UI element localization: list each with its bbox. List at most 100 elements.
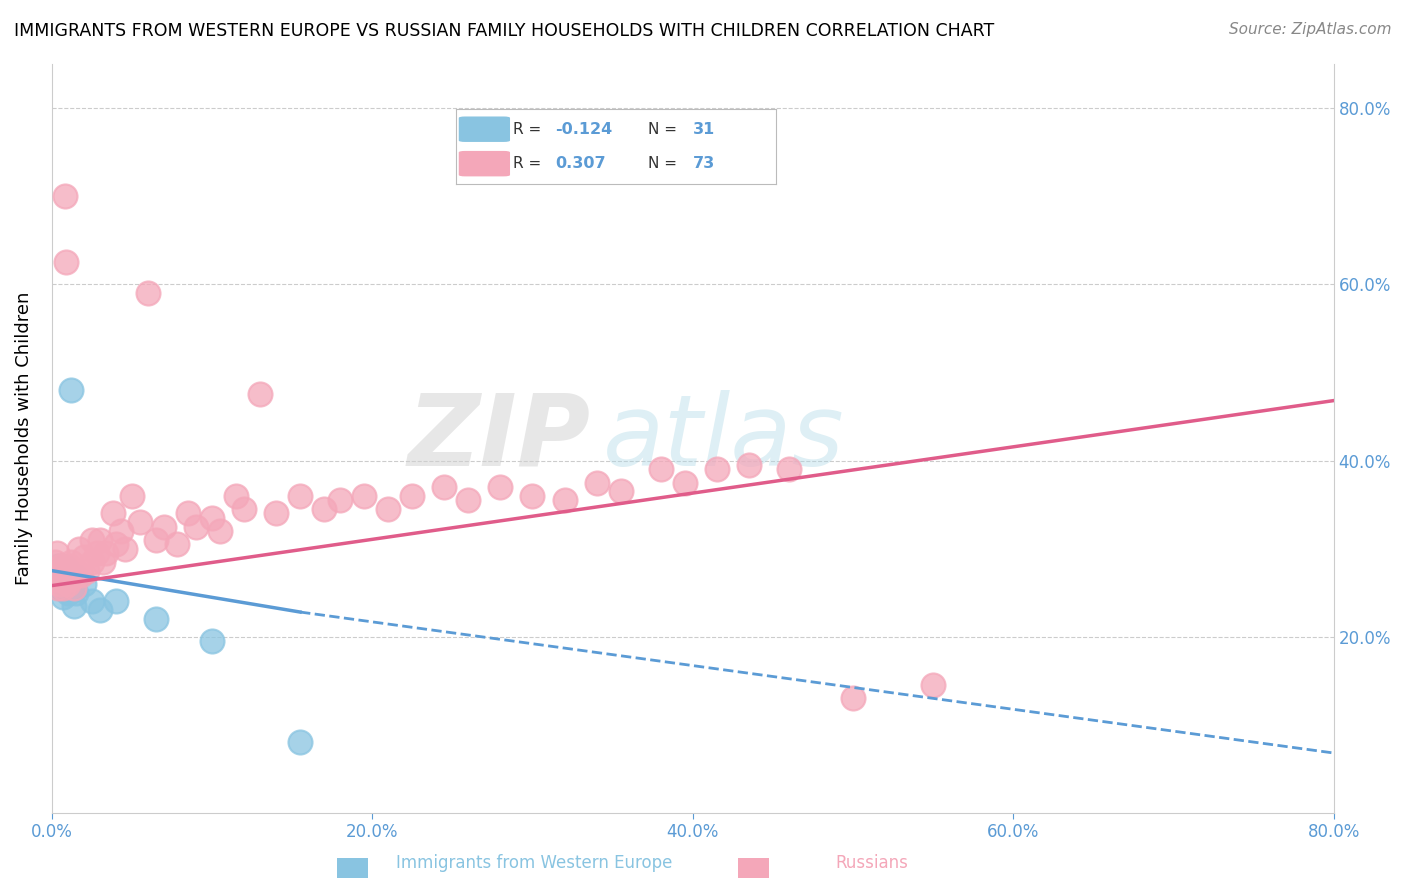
Point	[401, 489, 423, 503]
Point	[585, 475, 607, 490]
Point	[58, 573, 80, 587]
Point	[145, 612, 167, 626]
Point	[89, 533, 111, 547]
Point	[136, 286, 159, 301]
Text: atlas: atlas	[603, 390, 845, 487]
Text: ZIP: ZIP	[408, 390, 591, 487]
Point	[52, 568, 75, 582]
Point	[377, 502, 399, 516]
Point	[706, 462, 728, 476]
Point	[249, 387, 271, 401]
Point	[522, 489, 544, 503]
Point	[104, 537, 127, 551]
Point	[201, 634, 224, 648]
Point	[62, 577, 84, 591]
Point	[51, 559, 73, 574]
Point	[62, 568, 84, 582]
Point	[128, 515, 150, 529]
Point	[225, 489, 247, 503]
Point	[67, 541, 90, 556]
Point	[55, 561, 77, 575]
Point	[56, 564, 79, 578]
Point	[69, 568, 91, 582]
Point	[45, 573, 67, 587]
Point	[52, 581, 75, 595]
Text: IMMIGRANTS FROM WESTERN EUROPE VS RUSSIAN FAMILY HOUSEHOLDS WITH CHILDREN CORREL: IMMIGRANTS FROM WESTERN EUROPE VS RUSSIA…	[14, 22, 994, 40]
Point	[59, 383, 82, 397]
Point	[609, 484, 631, 499]
Text: Russians: Russians	[835, 855, 908, 872]
Point	[55, 568, 77, 582]
Point	[56, 568, 79, 582]
Point	[353, 489, 375, 503]
Point	[73, 577, 96, 591]
Point	[44, 555, 66, 569]
Point	[76, 564, 98, 578]
Point	[63, 581, 86, 595]
Point	[65, 570, 87, 584]
Point	[489, 480, 512, 494]
Point	[457, 493, 479, 508]
Point	[91, 555, 114, 569]
Point	[53, 189, 76, 203]
Text: Immigrants from Western Europe: Immigrants from Western Europe	[396, 855, 672, 872]
Point	[52, 566, 75, 581]
Point	[58, 559, 80, 574]
Point	[49, 568, 72, 582]
Point	[329, 493, 352, 508]
Point	[46, 568, 69, 582]
Point	[53, 581, 76, 595]
Point	[65, 585, 87, 599]
Point	[650, 462, 672, 476]
Point	[433, 480, 456, 494]
Point	[45, 577, 67, 591]
Point	[49, 564, 72, 578]
Point	[49, 581, 72, 595]
Point	[738, 458, 761, 472]
Point	[46, 573, 69, 587]
Point	[55, 575, 77, 590]
Point	[208, 524, 231, 538]
Point	[922, 678, 945, 692]
Point	[80, 533, 103, 547]
Point	[52, 579, 75, 593]
Point	[104, 594, 127, 608]
Point	[59, 583, 82, 598]
Point	[51, 559, 73, 574]
Point	[184, 519, 207, 533]
Point	[59, 555, 82, 569]
Point	[121, 489, 143, 503]
Point	[80, 555, 103, 569]
Point	[73, 550, 96, 565]
Point	[201, 510, 224, 524]
Point	[59, 573, 82, 587]
Point	[51, 573, 73, 587]
Point	[553, 493, 575, 508]
Point	[63, 599, 86, 613]
Point	[110, 524, 132, 538]
Point	[45, 546, 67, 560]
Point	[56, 585, 79, 599]
Point	[66, 568, 89, 582]
Point	[53, 568, 76, 582]
Point	[114, 541, 136, 556]
Point	[153, 519, 176, 533]
Point	[51, 573, 73, 587]
Point	[86, 546, 108, 560]
Point	[264, 507, 287, 521]
Point	[46, 581, 69, 595]
Point	[49, 577, 72, 591]
Point	[96, 546, 118, 560]
Point	[314, 502, 336, 516]
Point	[46, 559, 69, 574]
Point	[52, 590, 75, 604]
Point	[842, 691, 865, 706]
Point	[55, 255, 77, 269]
Text: Source: ZipAtlas.com: Source: ZipAtlas.com	[1229, 22, 1392, 37]
Point	[177, 507, 200, 521]
Point	[288, 489, 311, 503]
Point	[233, 502, 256, 516]
Point	[65, 564, 87, 578]
Point	[673, 475, 696, 490]
Point	[80, 594, 103, 608]
